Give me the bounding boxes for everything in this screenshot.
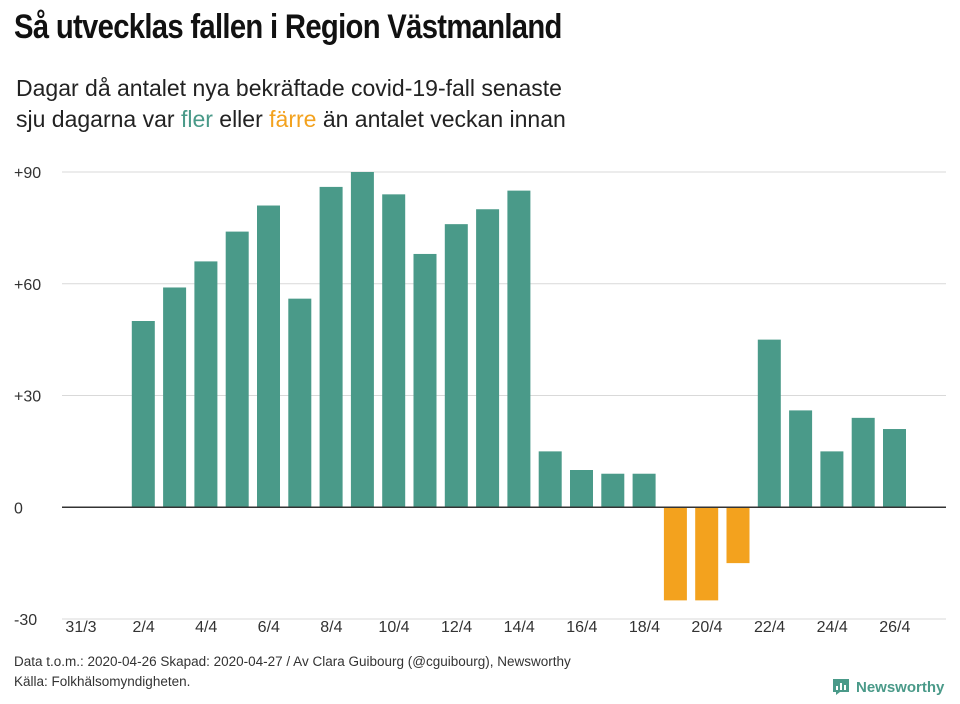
bar — [663, 507, 687, 601]
newsworthy-logo-icon — [833, 679, 849, 695]
bar — [382, 194, 406, 508]
bar — [883, 429, 906, 508]
bar — [476, 209, 500, 508]
y-tick-label: 0 — [14, 500, 23, 517]
bar — [319, 186, 343, 508]
subtitle-line-2: sju dagarna var fler eller färre än anta… — [16, 104, 916, 135]
bar — [570, 470, 593, 508]
x-tick-label: 24/4 — [817, 619, 848, 636]
brand-logo: Newsworthy — [832, 678, 944, 696]
bar — [163, 287, 187, 508]
subtitle-post: än antalet veckan innan — [316, 106, 566, 132]
bar — [507, 190, 531, 508]
x-tick-label: 16/4 — [566, 619, 597, 636]
bar — [851, 417, 875, 508]
bar — [695, 507, 719, 601]
bar — [350, 172, 374, 508]
bar — [601, 473, 625, 508]
bar — [413, 253, 437, 508]
x-tick-label: 2/4 — [132, 619, 154, 636]
subtitle-mid: eller — [212, 106, 270, 132]
footer: Data t.o.m.: 2020-04-26 Skapad: 2020-04-… — [14, 652, 571, 692]
bar — [820, 451, 844, 508]
bar — [194, 261, 218, 508]
bar — [726, 507, 750, 564]
subtitle-pre: sju dagarna var — [16, 106, 181, 132]
bar — [632, 473, 656, 508]
bar — [538, 451, 562, 508]
y-tick-label: +30 — [14, 389, 41, 406]
x-tick-label: 10/4 — [378, 619, 409, 636]
x-tick-label: 26/4 — [879, 619, 910, 636]
y-tick-label: +90 — [14, 165, 41, 182]
chart-title: Så utvecklas fallen i Region Västmanland — [14, 8, 562, 46]
bar-chart: -30 0 +30 +60 +90 31/3 2/4 4/4 6/4 8/4 10/4 12/4 14/… — [14, 165, 946, 636]
x-tick-label: 22/4 — [754, 619, 785, 636]
bar — [757, 339, 781, 508]
y-tick-label: -30 — [14, 612, 37, 629]
x-tick-label: 14/4 — [504, 619, 535, 636]
brand-name: Newsworthy — [856, 678, 945, 696]
bar — [225, 231, 249, 508]
x-tick-label: 31/3 — [65, 619, 96, 636]
bar — [257, 205, 280, 508]
x-tick-label: 6/4 — [258, 619, 280, 636]
x-tick-label: 4/4 — [195, 619, 217, 636]
footer-credits: Data t.o.m.: 2020-04-26 Skapad: 2020-04-… — [14, 654, 571, 669]
bar — [131, 321, 155, 508]
x-tick-label: 20/4 — [691, 619, 722, 636]
x-tick-label: 8/4 — [320, 619, 342, 636]
bar — [789, 410, 813, 508]
subtitle-more-highlight: fler — [180, 106, 213, 132]
x-tick-label: 12/4 — [441, 619, 472, 636]
subtitle-fewer-highlight: färre — [269, 106, 317, 132]
subtitle-line-1: Dagar då antalet nya bekräftade covid-19… — [16, 75, 562, 101]
bar — [444, 224, 468, 508]
chart-subtitle: Dagar då antalet nya bekräftade covid-19… — [16, 73, 916, 135]
footer-source: Källa: Folkhälsomyndigheten. — [14, 674, 191, 689]
x-tick-label: 18/4 — [629, 619, 660, 636]
bar — [288, 298, 312, 508]
y-tick-label: +60 — [14, 277, 41, 294]
